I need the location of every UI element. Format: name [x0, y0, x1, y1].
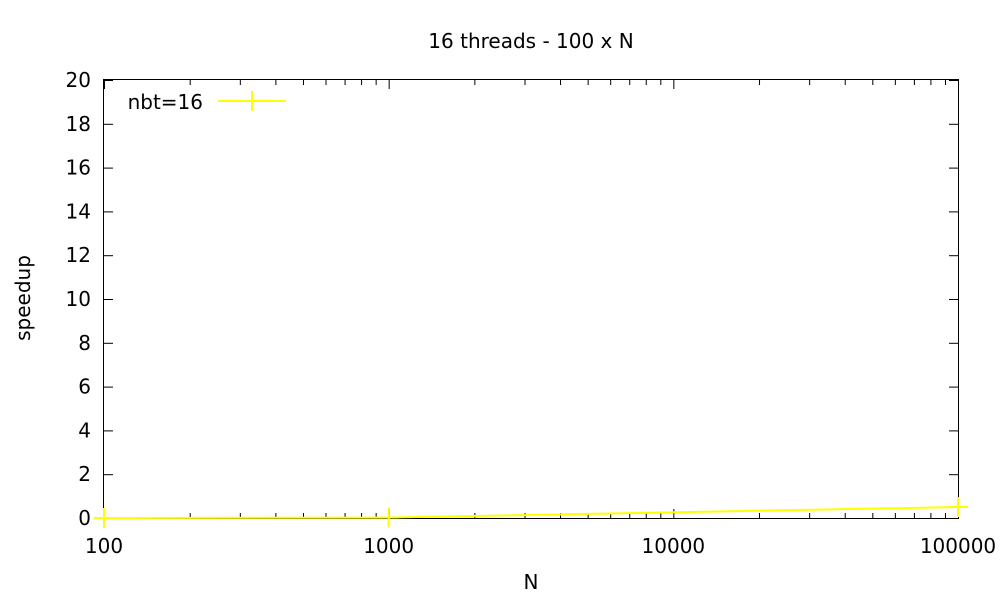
y-tick-label: 10	[66, 287, 91, 311]
x-tick-label: 100	[85, 534, 123, 558]
data-point	[378, 507, 399, 528]
chart-title: 16 threads - 100 x N	[428, 29, 633, 53]
x-axis-ticks: 100 1000 10000 100000	[85, 80, 996, 558]
y-tick-label: 6	[78, 375, 91, 399]
plot-frame	[103, 79, 959, 519]
x-tick-label: 10000	[642, 534, 706, 558]
y-tick-label: 4	[78, 418, 91, 442]
series-layer	[94, 497, 968, 528]
y-axis-label: speedup	[11, 255, 35, 341]
legend-label: nbt=16	[128, 90, 203, 114]
y-tick-label: 12	[66, 243, 91, 267]
y-tick-label: 14	[66, 199, 91, 223]
y-tick-label: 18	[66, 112, 91, 136]
legend-marker	[242, 91, 262, 111]
x-tick-label: 100000	[920, 534, 996, 558]
y-axis-ticks: 0 2 4 6 8 10 12 14 16 18 20	[66, 68, 958, 530]
y-tick-label: 2	[78, 462, 91, 486]
y-tick-label: 0	[78, 506, 91, 530]
x-axis-label: N	[524, 570, 539, 594]
legend: nbt=16	[128, 90, 286, 114]
y-tick-label: 20	[66, 68, 91, 92]
x-tick-label: 1000	[363, 534, 414, 558]
data-point	[94, 508, 114, 528]
data-point	[948, 497, 968, 518]
series-line	[103, 506, 959, 519]
y-tick-label: 8	[78, 331, 91, 355]
y-tick-label: 16	[66, 156, 91, 180]
